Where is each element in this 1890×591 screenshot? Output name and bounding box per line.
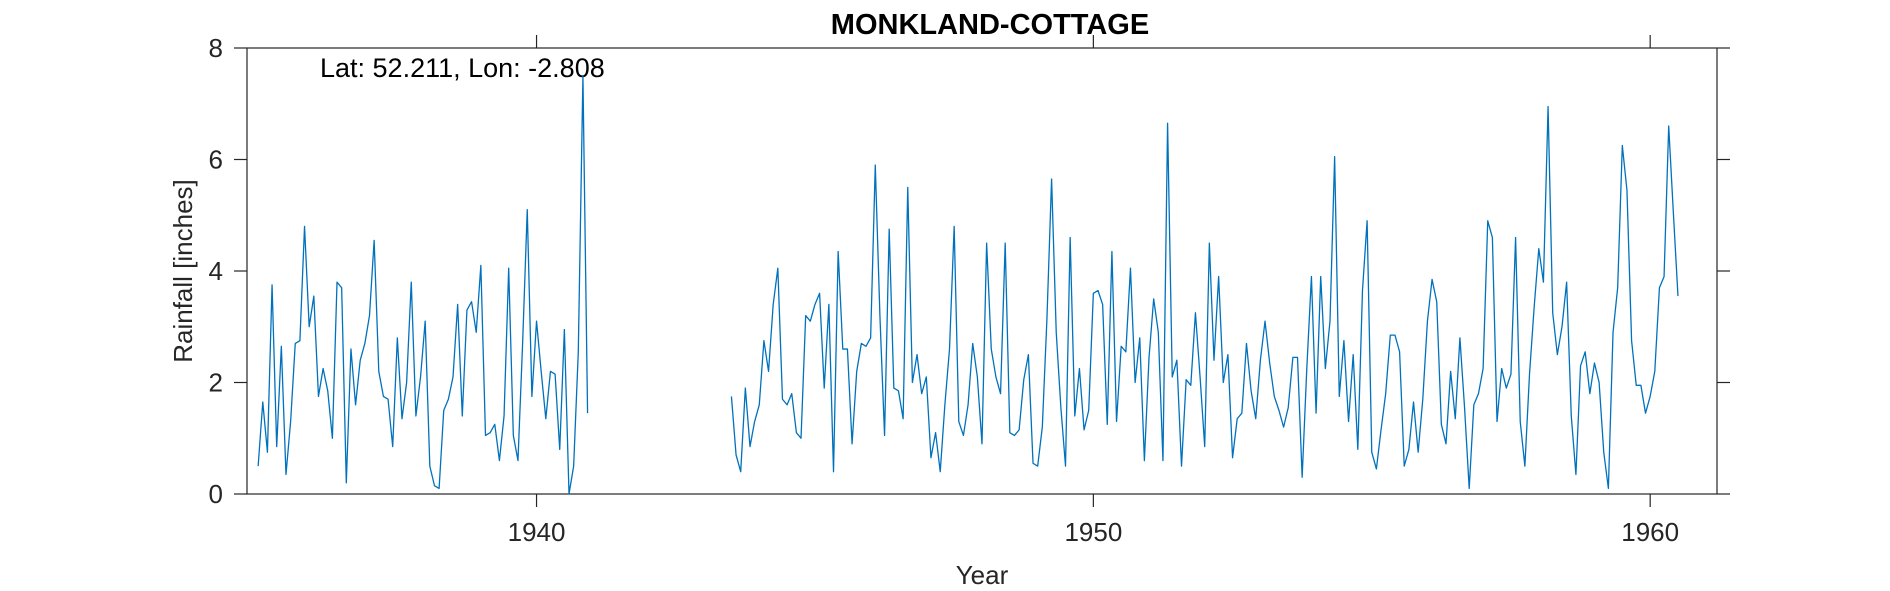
y-tick-label-8: 8 bbox=[209, 33, 223, 63]
y-tick-label-0: 0 bbox=[209, 479, 223, 509]
y-tick-label-6: 6 bbox=[209, 145, 223, 175]
plot-area: 1940 1950 1960 0 2 4 6 8 bbox=[209, 33, 1730, 547]
y-tick-label-2: 2 bbox=[209, 368, 223, 398]
y-tick-label-4: 4 bbox=[209, 256, 223, 286]
x-tick-label-1950: 1950 bbox=[1064, 517, 1122, 547]
x-tick-label-1940: 1940 bbox=[508, 517, 566, 547]
chart-title: MONKLAND-COTTAGE bbox=[831, 9, 1149, 41]
x-axis: 1940 1950 1960 bbox=[508, 35, 1679, 547]
location-annotation: Lat: 52.211, Lon: -2.808 bbox=[320, 53, 605, 83]
series-group bbox=[257, 75, 1679, 495]
x-axis-label: Year bbox=[956, 560, 1009, 590]
y-axis: 0 2 4 6 8 bbox=[209, 33, 1730, 509]
rainfall-series-line-segment-1 bbox=[257, 75, 589, 495]
x-tick-label-1960: 1960 bbox=[1621, 517, 1679, 547]
rainfall-series-line-segment-2 bbox=[730, 105, 1679, 490]
y-axis-label: Rainfall [inches] bbox=[168, 179, 198, 363]
